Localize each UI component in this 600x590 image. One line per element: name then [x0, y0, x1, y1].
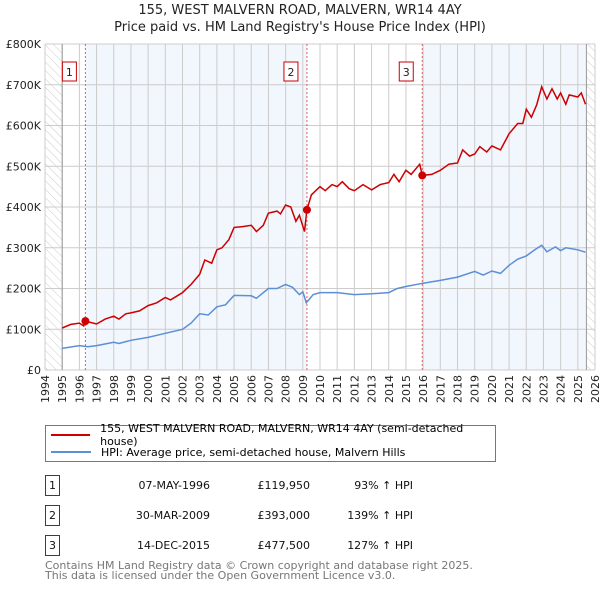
x-tick-label: 2022: [520, 375, 533, 403]
legend-swatch-blue: [51, 451, 91, 453]
footer-copyright: Contains HM Land Registry data © Crown c…: [45, 559, 473, 572]
y-tick-label: £100K: [6, 323, 42, 336]
y-tick-label: £800K: [6, 38, 42, 51]
chart-title: 155, WEST MALVERN ROAD, MALVERN, WR14 4A…: [138, 3, 462, 18]
x-tick-label: 2026: [589, 375, 600, 403]
x-tick-label: 2020: [486, 375, 499, 403]
x-tick-label: 2003: [194, 375, 207, 403]
x-tick-label: 1999: [125, 375, 138, 403]
x-tick-label: 2011: [331, 375, 344, 403]
x-tick-label: 2007: [262, 375, 275, 403]
sale-label-box: [61, 61, 77, 82]
y-tick-label: £600K: [6, 120, 42, 133]
x-tick-label: 2005: [228, 375, 241, 403]
transaction-number: 3: [45, 535, 60, 556]
transaction-price: £477,500: [257, 539, 311, 552]
chart-legend: 155, WEST MALVERN ROAD, MALVERN, WR14 4A…: [45, 422, 496, 462]
transaction-price: £119,950: [257, 479, 311, 492]
x-tick-label: 2013: [366, 375, 379, 403]
x-tick-label: 2018: [452, 375, 465, 403]
x-tick-label: 2001: [159, 375, 172, 403]
legend-swatch-red: [51, 434, 91, 436]
x-tick-label: 2006: [245, 375, 258, 403]
sale-label-box: [398, 61, 414, 82]
sale-label: 1: [66, 66, 73, 79]
legend-item-hpi: HPI: Average price, semi-detached house,…: [51, 444, 405, 460]
y-tick-label: £300K: [6, 242, 42, 255]
property-price-line: [61, 84, 587, 329]
sale-point: [418, 171, 427, 180]
x-tick-label: 2016: [417, 375, 430, 403]
x-tick-label: 2000: [142, 375, 155, 403]
transaction-price: £393,000: [257, 509, 311, 522]
footer-licence: This data is licensed under the Open Gov…: [45, 569, 396, 582]
price-chart: 1 2 3 1994 1995 1996 1997 1998 1999 2000 2001 2002 2…: [6, 38, 600, 403]
transaction-date: 30-MAR-2009: [135, 509, 210, 522]
x-tick-label: 2008: [280, 375, 293, 403]
y-tick-label: £500K: [6, 160, 42, 173]
sale-point: [81, 317, 90, 326]
legend-item-property: 155, WEST MALVERN ROAD, MALVERN, WR14 4A…: [51, 422, 495, 448]
y-tick-label: £0: [27, 364, 41, 377]
x-tick-label: 1997: [91, 375, 104, 403]
sale-label: 2: [287, 66, 294, 79]
x-tick-label: 2021: [503, 375, 516, 403]
transaction-hpi: 139% ↑ HPI: [347, 509, 413, 522]
transaction-hpi: 93% ↑ HPI: [354, 479, 413, 492]
y-tick-label: £400K: [6, 201, 42, 214]
x-tick-label: 1994: [39, 375, 52, 403]
x-tick-label: 2017: [434, 375, 447, 403]
legend-label: HPI: Average price, semi-detached house,…: [101, 445, 406, 459]
x-tick-label: 2024: [555, 375, 568, 403]
hpi-line: [62, 244, 586, 350]
x-tick-label: 2009: [297, 375, 310, 403]
chart-subtitle: Price paid vs. HM Land Registry's House …: [114, 20, 486, 35]
transaction-number: 2: [45, 505, 60, 526]
transaction-date: 14-DEC-2015: [136, 539, 210, 552]
x-tick-label: 2010: [314, 375, 327, 403]
x-tick-label: 1998: [108, 375, 121, 403]
x-tick-label: 1996: [73, 375, 86, 403]
sale-point: [302, 205, 311, 214]
x-tick-label: 2023: [537, 375, 550, 403]
legend-label: 155, WEST MALVERN ROAD, MALVERN, WR14 4A…: [100, 422, 464, 448]
x-tick-label: 2004: [211, 375, 224, 403]
x-tick-label: 2014: [383, 375, 396, 403]
y-tick-label: £200K: [6, 283, 42, 296]
transaction-hpi: 127% ↑ HPI: [347, 539, 413, 552]
sale-label: 3: [403, 66, 410, 79]
sale-label-box: [283, 61, 299, 82]
y-tick-label: £700K: [6, 79, 42, 92]
transaction-date: 07-MAY-1996: [138, 479, 210, 492]
transaction-number: 1: [45, 475, 60, 496]
x-tick-label: 2012: [348, 375, 361, 403]
x-tick-label: 1995: [56, 375, 69, 403]
x-tick-label: 2019: [469, 375, 482, 403]
x-tick-label: 2002: [177, 375, 190, 403]
x-tick-label: 2015: [400, 375, 413, 403]
x-tick-label: 2025: [572, 375, 585, 403]
